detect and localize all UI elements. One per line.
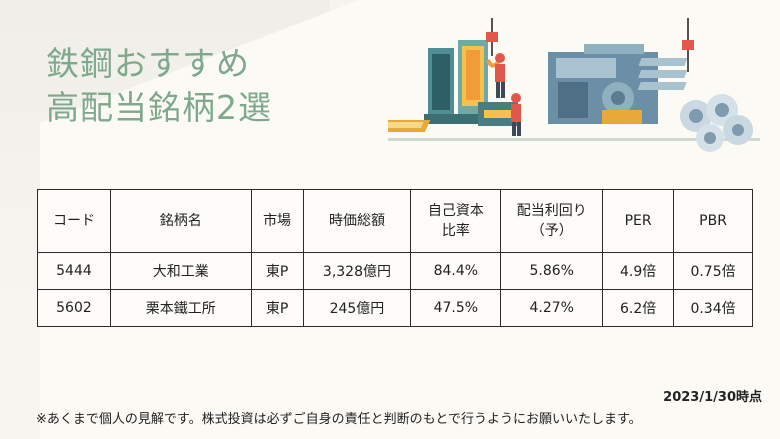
cell-name: 大和工業 <box>109 252 252 290</box>
header-pbr: PBR <box>673 189 753 253</box>
cell-per: 4.9倍 <box>602 252 675 290</box>
cell-code: 5444 <box>37 252 111 290</box>
cell-pbr: 0.75倍 <box>673 252 753 290</box>
cell-per: 6.2倍 <box>602 289 675 327</box>
header-code: コード <box>37 189 111 253</box>
cell-market-cap: 245億円 <box>302 289 412 327</box>
cell-name: 栗本鐵工所 <box>109 289 252 327</box>
cell-dividend-yield: 5.86% <box>500 252 604 290</box>
as-of-date: 2023/1/30時点 <box>663 390 762 405</box>
table-header-row: コード 銘柄名 市場 時価総額 自己資本 比率 配当利回り （予） PER PBR <box>37 189 753 253</box>
header-name: 銘柄名 <box>109 189 252 253</box>
title-line-1: 鉄鋼おすすめ <box>46 44 250 83</box>
header-market: 市場 <box>250 189 304 253</box>
steel-factory-illustration <box>388 18 760 152</box>
cell-market: 東P <box>250 252 304 290</box>
page-title: 鉄鋼おすすめ 高配当銘柄2選 <box>46 42 272 130</box>
title-line-2: 高配当銘柄2選 <box>46 88 272 127</box>
cell-dividend-yield: 4.27% <box>500 289 604 327</box>
header-equity-ratio: 自己資本 比率 <box>410 189 502 253</box>
cell-market: 東P <box>250 289 304 327</box>
disclaimer-text: ※あくまで個人の見解です。株式投資は必ずご自身の責任と判断のもとで行うようにお願… <box>36 412 642 427</box>
stock-table: コード 銘柄名 市場 時価総額 自己資本 比率 配当利回り （予） PER PBR … <box>37 189 753 327</box>
table-row: 5602 栗本鐵工所 東P 245億円 47.5% 4.27% 6.2倍 0.3… <box>37 289 753 327</box>
header-dividend-yield: 配当利回り （予） <box>500 189 604 253</box>
cell-code: 5602 <box>37 289 111 327</box>
cell-equity-ratio: 84.4% <box>410 252 502 290</box>
table-row: 5444 大和工業 東P 3,328億円 84.4% 5.86% 4.9倍 0.… <box>37 252 753 290</box>
header-market-cap: 時価総額 <box>302 189 412 253</box>
cell-market-cap: 3,328億円 <box>302 252 412 290</box>
header-per: PER <box>602 189 675 253</box>
cell-pbr: 0.34倍 <box>673 289 753 327</box>
cell-equity-ratio: 47.5% <box>410 289 502 327</box>
